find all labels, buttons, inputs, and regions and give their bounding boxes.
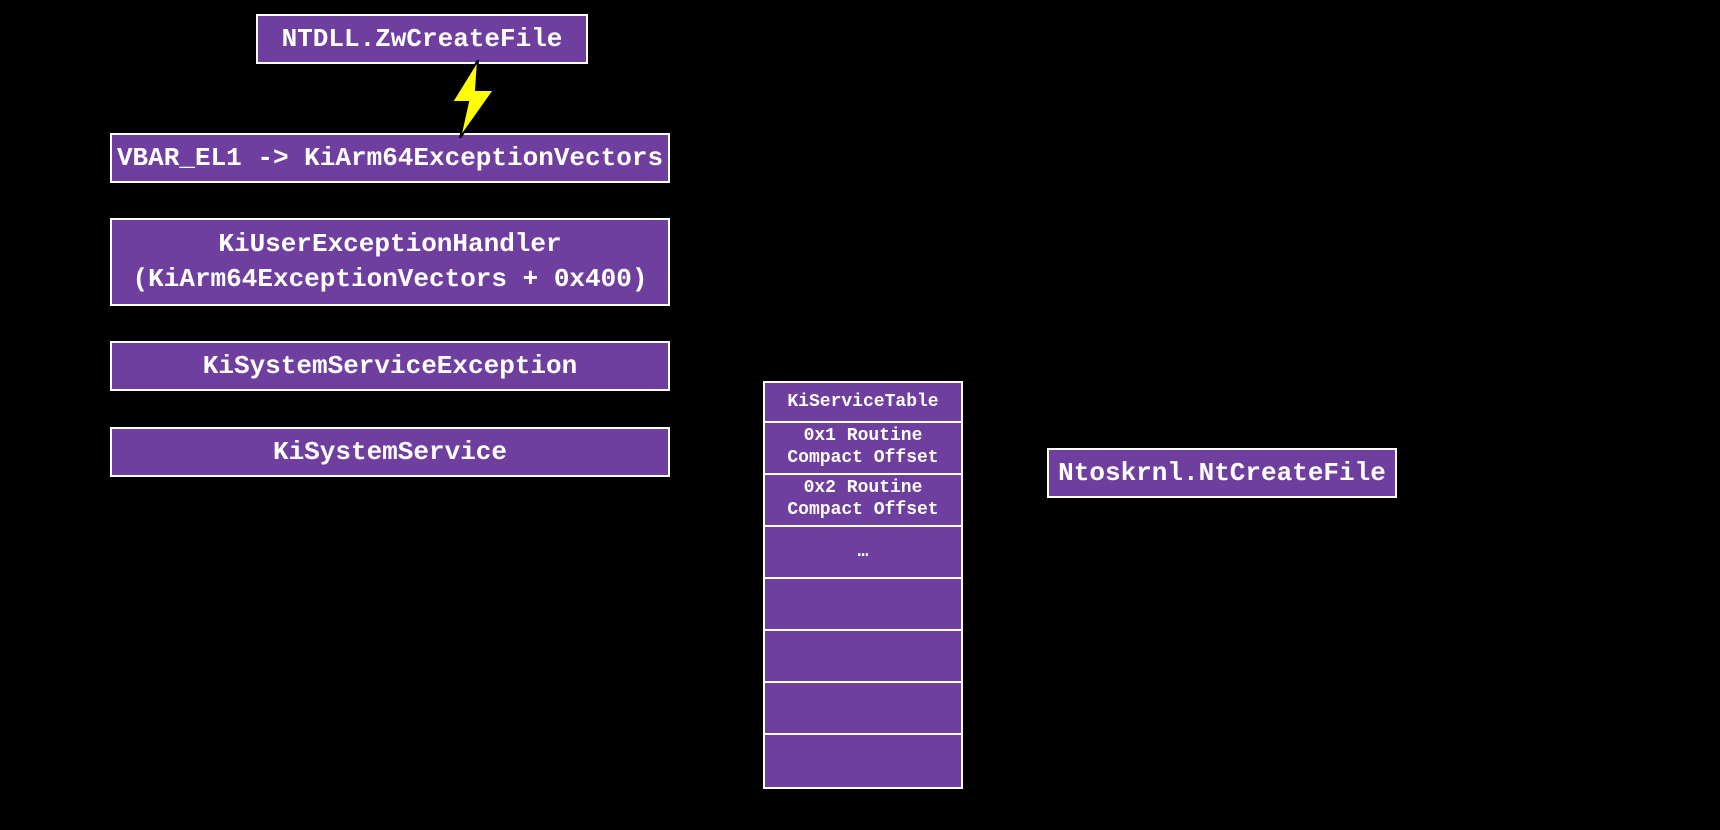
lightning-icon <box>442 60 502 138</box>
ntoskrnl-box: Ntoskrnl.NtCreateFile <box>1047 448 1397 498</box>
sys-svc-label: KiSystemService <box>273 437 507 467</box>
user-exception-box: KiUserExceptionHandler (KiArm64Exception… <box>110 218 670 306</box>
table-row: 0x1 Routine Compact Offset <box>765 423 961 475</box>
ntoskrnl-label: Ntoskrnl.NtCreateFile <box>1058 458 1386 488</box>
table-cell: 0x1 Routine Compact Offset <box>787 426 938 469</box>
ntdll-label: NTDLL.ZwCreateFile <box>282 24 563 54</box>
service-table-header: KiServiceTable <box>765 383 961 423</box>
user-exception-label: KiUserExceptionHandler (KiArm64Exception… <box>133 227 648 297</box>
table-cell: … <box>858 542 869 562</box>
vbar-label: VBAR_EL1 -> KiArm64ExceptionVectors <box>117 143 663 173</box>
sys-svc-box: KiSystemService <box>110 427 670 477</box>
table-row <box>765 579 961 631</box>
table-row <box>765 735 961 787</box>
sys-svc-exc-box: KiSystemServiceException <box>110 341 670 391</box>
table-cell: 0x2 Routine Compact Offset <box>787 478 938 521</box>
ntdll-box: NTDLL.ZwCreateFile <box>256 14 588 64</box>
service-table-header-label: KiServiceTable <box>787 392 938 412</box>
table-row: 0x2 Routine Compact Offset <box>765 475 961 527</box>
table-row <box>765 683 961 735</box>
table-row: … <box>765 527 961 579</box>
vbar-box: VBAR_EL1 -> KiArm64ExceptionVectors <box>110 133 670 183</box>
table-row <box>765 631 961 683</box>
sys-svc-exc-label: KiSystemServiceException <box>203 351 577 381</box>
service-table: KiServiceTable 0x1 Routine Compact Offse… <box>763 381 963 789</box>
